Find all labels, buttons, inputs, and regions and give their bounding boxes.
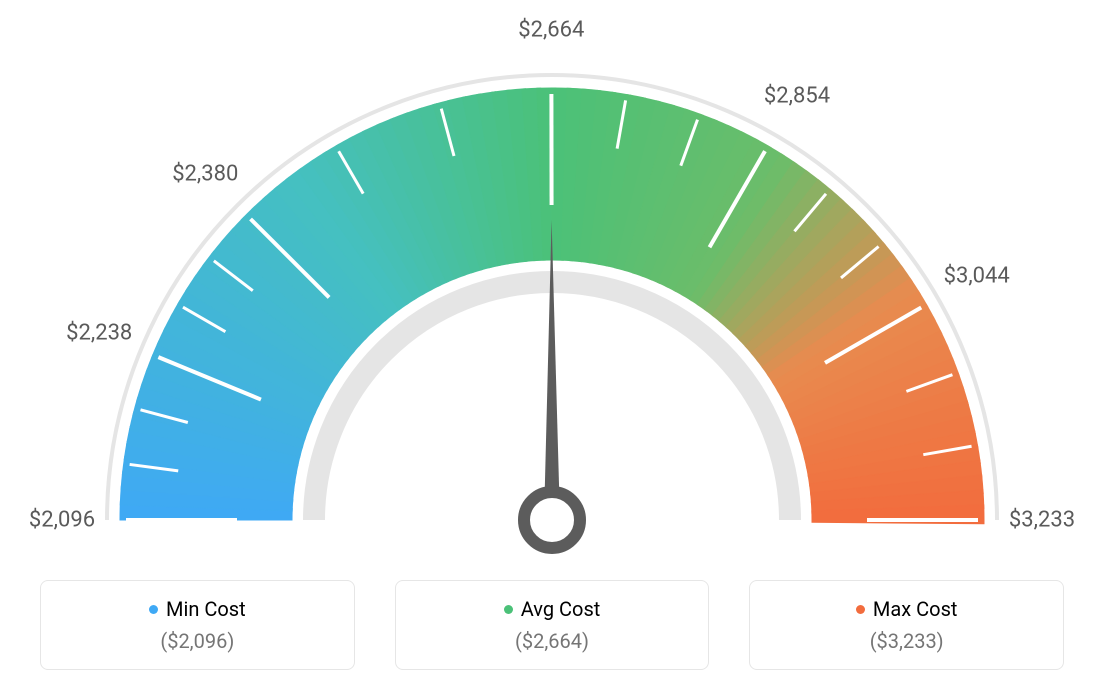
legend-value-avg: ($2,664) xyxy=(416,629,689,653)
legend-title-max: Max Cost xyxy=(770,597,1043,621)
legend-dot-avg xyxy=(504,605,513,614)
gauge-tick-label: $3,233 xyxy=(1009,508,1075,533)
legend-label-avg: Avg Cost xyxy=(521,597,601,621)
legend-title-avg: Avg Cost xyxy=(416,597,689,621)
legend-title-min: Min Cost xyxy=(61,597,334,621)
gauge-tick-label: $2,238 xyxy=(66,320,132,345)
legend-label-max: Max Cost xyxy=(873,597,958,621)
legend-value-max: ($3,233) xyxy=(770,629,1043,653)
legend-dot-min xyxy=(149,605,158,614)
gauge-chart: $2,096 $2,238 $2,380 $2,664 $2,854 $3,044 $3,2… xyxy=(0,0,1104,560)
legend-card-max: Max Cost ($3,233) xyxy=(749,580,1064,670)
gauge-tick-label: $2,096 xyxy=(29,508,95,533)
legend-row: Min Cost ($2,096) Avg Cost ($2,664) Max … xyxy=(0,580,1104,670)
legend-dot-max xyxy=(856,605,865,614)
legend-label-min: Min Cost xyxy=(166,597,246,621)
gauge-tick-label: $2,664 xyxy=(518,18,584,43)
legend-card-min: Min Cost ($2,096) xyxy=(40,580,355,670)
legend-value-min: ($2,096) xyxy=(61,629,334,653)
gauge-tick-label: $2,380 xyxy=(172,161,238,186)
legend-card-avg: Avg Cost ($2,664) xyxy=(395,580,710,670)
gauge-tick-label: $2,854 xyxy=(764,83,830,108)
gauge-svg xyxy=(0,0,1104,560)
gauge-tick-label: $3,044 xyxy=(944,263,1010,288)
